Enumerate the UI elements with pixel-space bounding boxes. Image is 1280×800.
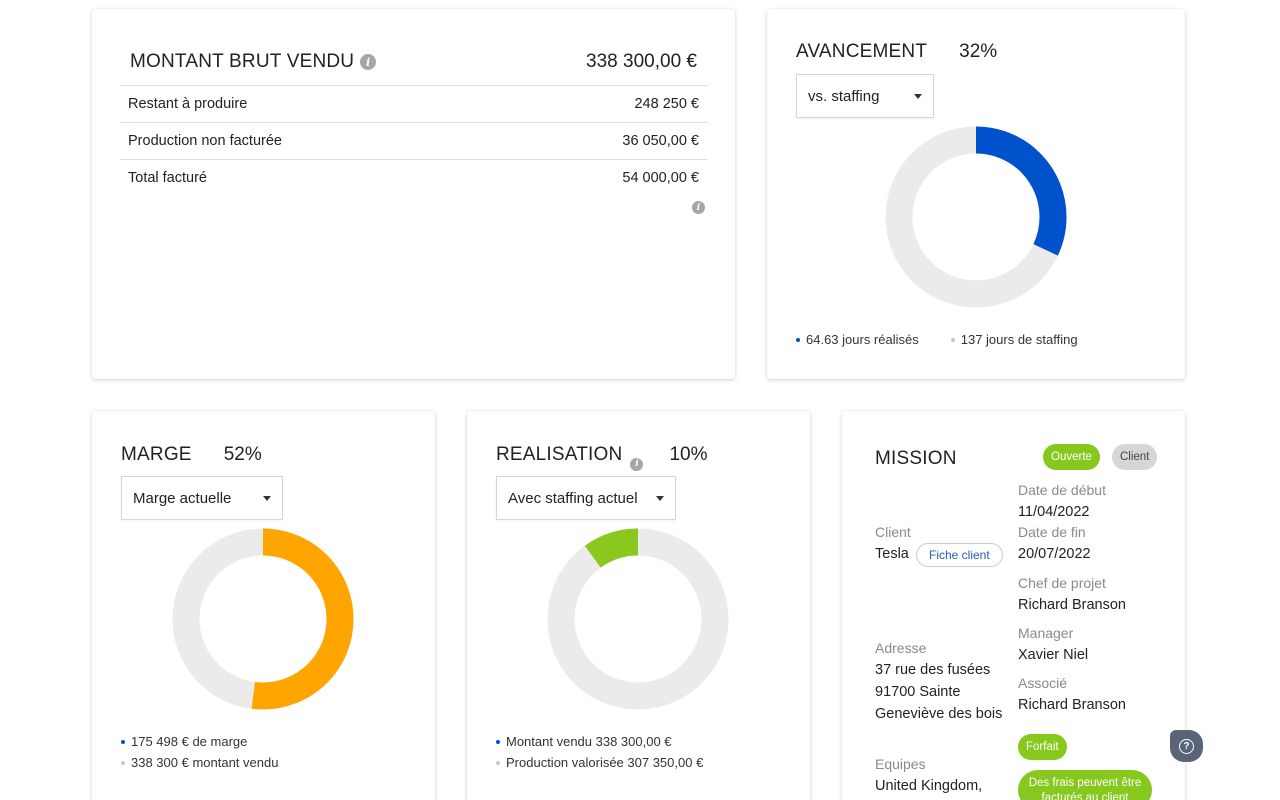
- client-value: Tesla: [875, 546, 909, 562]
- address-label: Adresse: [875, 640, 927, 656]
- mission-title: MISSION: [875, 448, 957, 469]
- montant-row: Production non facturée 36 050,00 €: [120, 122, 707, 159]
- realisation-select-value: Avec staffing actuel: [508, 489, 638, 507]
- legend-label: Montant vendu 338 300,00 €: [506, 734, 672, 749]
- project-lead-value: Richard Branson: [1018, 597, 1126, 613]
- avancement-donut: [885, 126, 1067, 308]
- legend-label: 338 300 € montant vendu: [131, 755, 279, 770]
- marge-donut: [172, 528, 354, 710]
- legend-item: 64.63 jours réalisés: [796, 329, 919, 350]
- montant-row-value: 54 000,00 €: [622, 170, 699, 186]
- legend-item: 338 300 € montant vendu: [121, 752, 278, 773]
- avancement-select-value: vs. staffing: [808, 87, 880, 105]
- info-icon[interactable]: i: [630, 457, 644, 471]
- realisation-title: REALISATION: [496, 444, 623, 465]
- mission-card: MISSION Ouverte Client Date de début 11/…: [842, 411, 1185, 800]
- legend-item: 175 498 € de marge: [121, 731, 278, 752]
- help-button[interactable]: ?: [1170, 730, 1203, 762]
- fees-badge: Des frais peuvent être facturés au clien…: [1018, 770, 1152, 800]
- montant-row-label: Total facturé: [128, 170, 207, 186]
- donut-fill: [172, 528, 354, 710]
- marge-select[interactable]: Marge actuelle: [121, 476, 283, 520]
- legend-label: 175 498 € de marge: [131, 734, 248, 749]
- status-badge: Ouverte: [1043, 444, 1100, 470]
- realisation-card: REALISATION i 10% Avec staffing actuel M…: [467, 411, 810, 800]
- realisation-legend: Montant vendu 338 300,00 € Production va…: [496, 731, 703, 773]
- realisation-percent: 10%: [669, 444, 708, 465]
- type-badge: Client: [1112, 444, 1158, 470]
- avancement-header: AVANCEMENT 32%: [796, 41, 997, 63]
- donut-fill: [885, 126, 1067, 308]
- start-date-label: Date de début: [1018, 482, 1106, 498]
- avancement-legend: 64.63 jours réalisés 137 jours de staffi…: [796, 329, 1078, 350]
- montant-row-value: 36 050,00 €: [622, 133, 699, 149]
- client-sheet-link[interactable]: Fiche client: [916, 543, 1003, 567]
- legend-item: Production valorisée 307 350,00 €: [496, 752, 703, 773]
- legend-label: 137 jours de staffing: [960, 332, 1078, 347]
- montant-row: Restant à produire 248 250 €: [120, 85, 707, 122]
- legend-dot: [121, 760, 125, 765]
- client-label: Client: [875, 524, 911, 540]
- montant-rows: Restant à produire 248 250 € Production …: [120, 85, 707, 196]
- avancement-title: AVANCEMENT: [796, 41, 928, 62]
- legend-dot: [950, 337, 955, 342]
- end-date-label: Date de fin: [1018, 524, 1086, 540]
- legend-label: Production valorisée 307 350,00 €: [506, 755, 704, 770]
- montant-total: 338 300,00 €: [586, 51, 697, 72]
- teams-label: Equipes: [875, 756, 926, 772]
- montant-card: MONTANT BRUT VENDU i 338 300,00 € Restan…: [92, 9, 735, 379]
- avancement-select[interactable]: vs. staffing: [796, 74, 934, 118]
- help-icon: ?: [1179, 738, 1194, 754]
- legend-dot: [496, 760, 500, 765]
- realisation-select[interactable]: Avec staffing actuel: [496, 476, 676, 520]
- caret-down-icon: [656, 495, 664, 501]
- marge-legend: 175 498 € de marge 338 300 € montant ven…: [121, 731, 278, 773]
- marge-select-value: Marge actuelle: [133, 489, 232, 507]
- montant-row-value: 248 250 €: [634, 96, 699, 112]
- realisation-header: REALISATION i 10%: [496, 444, 708, 471]
- montant-title: MONTANT BRUT VENDU: [130, 51, 355, 72]
- info-icon[interactable]: i: [360, 54, 377, 70]
- legend-label: 64.63 jours réalisés: [806, 332, 919, 347]
- donut-track: [547, 528, 729, 710]
- end-date-value: 20/07/2022: [1018, 546, 1091, 562]
- info-icon[interactable]: i: [692, 201, 705, 214]
- manager-label: Manager: [1018, 625, 1074, 641]
- legend-item: 137 jours de staffing: [950, 329, 1078, 350]
- montant-title-wrap: MONTANT BRUT VENDU i: [130, 51, 377, 73]
- avancement-percent: 32%: [959, 41, 998, 62]
- associate-label: Associé: [1018, 675, 1068, 691]
- start-date-value: 11/04/2022: [1018, 504, 1090, 520]
- montant-header: MONTANT BRUT VENDU i 338 300,00 €: [130, 49, 697, 75]
- legend-dot: [796, 337, 800, 342]
- montant-row: Total facturé 54 000,00 €: [120, 159, 707, 196]
- marge-percent: 52%: [223, 444, 262, 465]
- address-line: 91700 Sainte: [875, 684, 961, 700]
- marge-card: MARGE 52% Marge actuelle 175 498 € de ma…: [92, 411, 435, 800]
- caret-down-icon: [263, 495, 271, 501]
- project-lead-label: Chef de projet: [1018, 575, 1106, 591]
- donut-fill: [547, 528, 729, 710]
- pricing-badge: Forfait: [1018, 734, 1067, 760]
- teams-value: United Kingdom,: [875, 778, 983, 794]
- legend-item: Montant vendu 338 300,00 €: [496, 731, 703, 752]
- realisation-donut: [547, 528, 729, 710]
- associate-value: Richard Branson: [1018, 697, 1126, 713]
- marge-header: MARGE 52%: [121, 444, 262, 466]
- address-line: Geneviève des bois: [875, 706, 1003, 722]
- caret-down-icon: [914, 93, 922, 99]
- montant-row-label: Restant à produire: [128, 96, 248, 112]
- manager-value: Xavier Niel: [1018, 647, 1089, 663]
- montant-row-label: Production non facturée: [128, 133, 282, 149]
- avancement-card: AVANCEMENT 32% vs. staffing 64.63 jours …: [767, 9, 1185, 379]
- legend-dot: [496, 739, 500, 744]
- marge-title: MARGE: [121, 444, 192, 465]
- address-line: 37 rue des fusées: [875, 662, 991, 678]
- legend-dot: [121, 739, 125, 744]
